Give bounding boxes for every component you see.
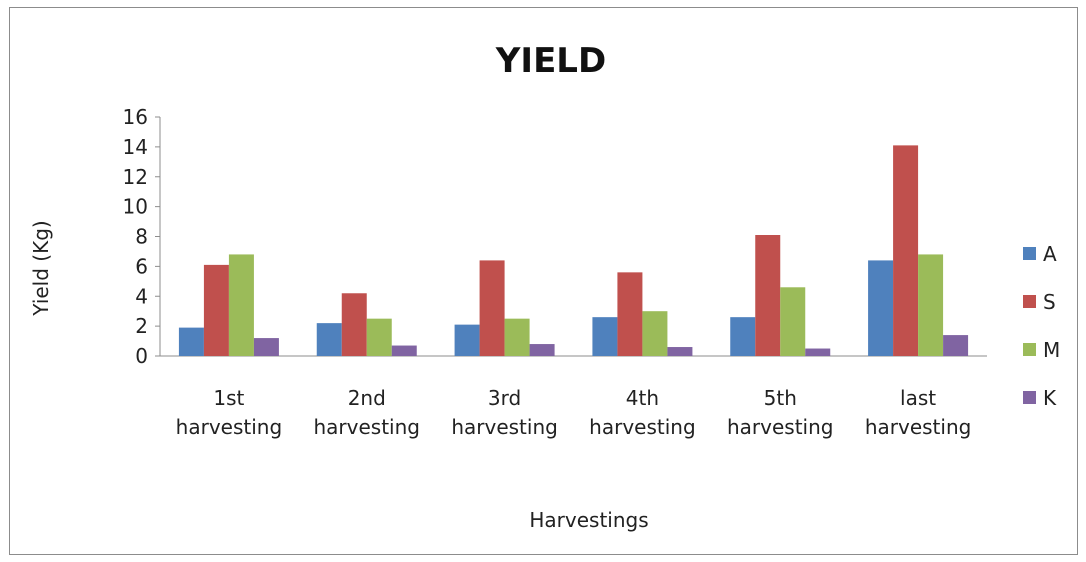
bar-S-2 — [341, 293, 367, 356]
legend-swatch-S — [1023, 295, 1036, 308]
bar-S-4 — [617, 272, 643, 356]
x-axis-title: Harvestings — [529, 508, 648, 532]
y-axis-title: Yield (Kg) — [29, 220, 53, 316]
bar-M-4 — [642, 311, 668, 356]
bar-K-5 — [805, 348, 831, 356]
bar-K-2 — [391, 345, 417, 356]
bars — [178, 145, 969, 356]
legend-label-K: K — [1043, 386, 1057, 410]
bar-S-3 — [479, 260, 505, 356]
bar-M-6 — [918, 254, 944, 356]
legend-label-S: S — [1043, 290, 1056, 314]
bar-K-3 — [529, 344, 555, 356]
y-tick-label: 16 — [123, 105, 148, 129]
x-tick-label: last harvesting — [865, 386, 971, 439]
x-tick-label: 2nd harvesting — [314, 386, 420, 439]
bar-M-3 — [504, 318, 530, 356]
x-tick-labels: 1st harvesting 2nd harvesting 3rd harvesting 4… — [176, 386, 972, 439]
bar-M-2 — [366, 318, 392, 356]
bar-M-1 — [228, 254, 254, 356]
bar-A-1 — [178, 327, 204, 356]
y-tick-label: 8 — [135, 225, 148, 249]
y-tick-label: 6 — [135, 254, 148, 278]
chart-title: YIELD — [495, 41, 606, 81]
x-tick-label: 3rd harvesting — [451, 386, 557, 439]
y-tick-label: 14 — [123, 135, 148, 159]
legend-swatch-A — [1023, 247, 1036, 260]
bar-K-1 — [253, 338, 279, 356]
y-tick-labels: 0 2 4 6 8 10 12 14 16 — [123, 105, 148, 368]
bar-A-6 — [868, 260, 894, 356]
y-tick-label: 0 — [135, 344, 148, 368]
bar-A-3 — [454, 324, 480, 356]
bar-A-2 — [316, 323, 342, 356]
x-tick-label: 5th harvesting — [727, 386, 833, 439]
y-tick-label: 10 — [123, 195, 148, 219]
x-tick-label: 1st harvesting — [176, 386, 282, 439]
bar-K-6 — [943, 335, 969, 356]
bar-S-6 — [893, 145, 919, 356]
bar-S-1 — [203, 264, 229, 356]
legend-label-A: A — [1043, 242, 1057, 266]
y-tick-label: 12 — [123, 165, 148, 189]
legend-swatch-K — [1023, 391, 1036, 404]
bar-S-5 — [755, 235, 781, 356]
legend-swatch-M — [1023, 343, 1036, 356]
bar-K-4 — [667, 347, 693, 356]
y-tick-label: 4 — [135, 284, 148, 308]
bar-A-5 — [730, 317, 756, 356]
bar-A-4 — [592, 317, 618, 356]
bar-M-5 — [780, 287, 806, 356]
y-tick-label: 2 — [135, 314, 148, 338]
legend-label-M: M — [1043, 338, 1060, 362]
axes — [155, 116, 987, 357]
x-tick-label: 4th harvesting — [589, 386, 695, 439]
